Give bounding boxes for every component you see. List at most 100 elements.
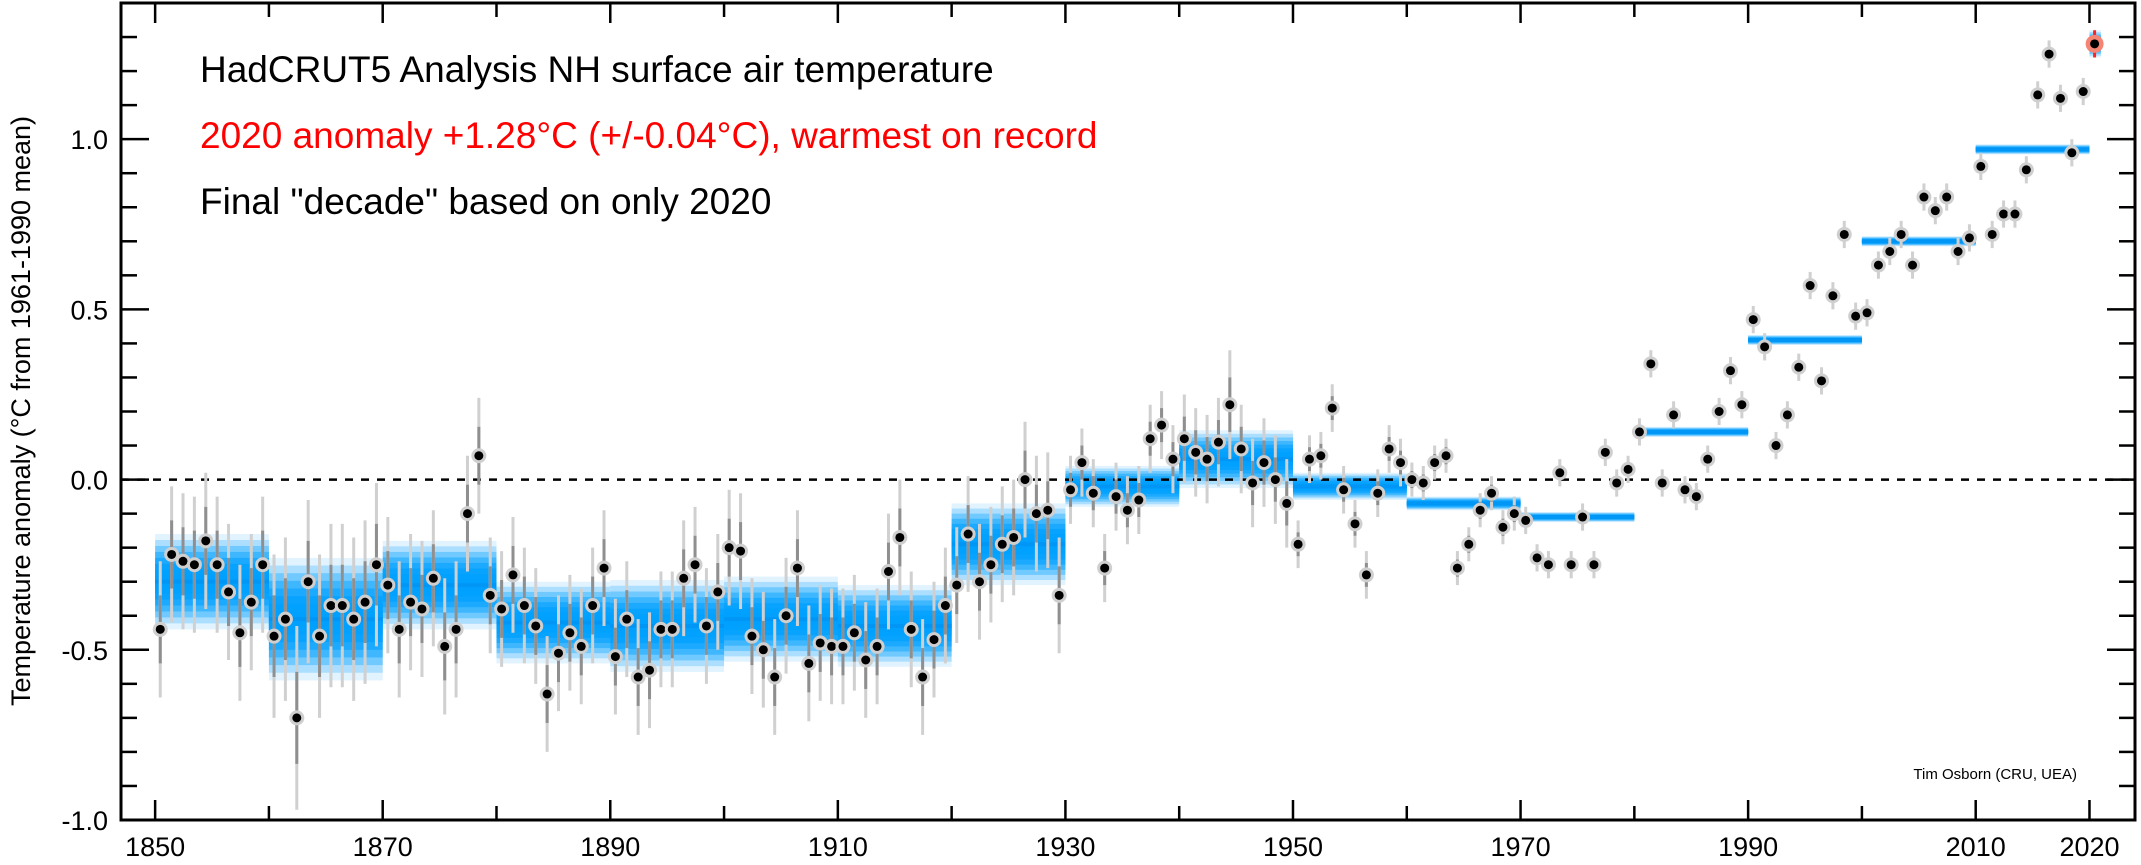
data-point: [508, 570, 518, 580]
data-point: [1600, 447, 1610, 457]
data-point: [1896, 229, 1906, 239]
annual-point-1959: [1393, 438, 1409, 487]
data-point: [1999, 209, 2009, 219]
annual-point-1946: [1245, 438, 1261, 528]
data-point: [1680, 485, 1690, 495]
annual-point-1976: [1586, 551, 1602, 579]
data-point: [1487, 488, 1497, 498]
data-point: [747, 631, 757, 641]
annual-point-2001: [1870, 251, 1886, 279]
annual-point-1930: [1063, 455, 1079, 524]
data-point: [1304, 454, 1314, 464]
data-point: [2044, 49, 2054, 59]
decade-band-center: [496, 620, 611, 625]
data-point: [1168, 454, 1178, 464]
data-point: [360, 597, 370, 607]
annual-point-1961: [1415, 465, 1431, 501]
data-point: [940, 601, 950, 611]
data-point: [1452, 563, 1462, 573]
data-point: [1976, 161, 1986, 171]
data-point: [292, 713, 302, 723]
annual-point-1919: [937, 547, 953, 664]
data-point: [1111, 492, 1121, 502]
y-tick-label: 0.5: [70, 295, 108, 325]
annual-point-1858: [243, 534, 259, 671]
decade-band-center: [1406, 501, 1521, 506]
annual-point-1958: [1381, 425, 1397, 473]
data-point: [224, 587, 234, 597]
data-point: [588, 601, 598, 611]
annual-point-1892: [630, 619, 646, 735]
data-point: [895, 532, 905, 542]
title-line-2: 2020 anomaly +1.28°C (+/-0.04°C), warmes…: [200, 115, 1097, 156]
data-point: [610, 652, 620, 662]
data-point: [451, 624, 461, 634]
annual-point-1897: [687, 506, 703, 623]
y-tick-labels: -1.0 -0.5 0.0 0.5 1.0: [61, 125, 108, 836]
data-point: [2055, 93, 2065, 103]
annual-point-2007: [1939, 183, 1955, 211]
annual-point-1910: [835, 588, 851, 705]
annual-point-1988: [1722, 357, 1738, 385]
annual-point-1864: [312, 554, 328, 718]
decade-band-center: [1748, 338, 1862, 343]
annual-point-2013: [2007, 200, 2023, 228]
data-point: [1828, 291, 1838, 301]
annual-point-1865: [323, 523, 339, 688]
data-point: [1464, 539, 1474, 549]
annual-point-1857: [232, 564, 248, 701]
annual-point-1987: [1711, 397, 1727, 426]
data-point: [315, 631, 325, 641]
annual-point-1923: [983, 506, 999, 623]
annual-point-1908: [812, 585, 828, 701]
data-point: [1361, 570, 1371, 580]
annual-point-1882: [516, 547, 532, 664]
data-point: [258, 560, 268, 570]
data-point: [1885, 247, 1895, 257]
data-point: [986, 560, 996, 570]
x-tick-label: 2020: [2059, 832, 2119, 862]
data-point: [565, 628, 575, 638]
data-point: [440, 641, 450, 651]
data-point: [667, 624, 677, 634]
data-point: [1919, 192, 1929, 202]
data-point: [1122, 505, 1132, 515]
data-point: [1373, 488, 1383, 498]
x-tick-label: 2010: [1946, 832, 2006, 862]
data-point: [1441, 451, 1451, 461]
data-point: [701, 621, 711, 631]
data-point: [1612, 478, 1622, 488]
data-point: [1498, 522, 1508, 532]
decade-band-center: [268, 617, 383, 622]
annual-point-1885: [551, 595, 567, 712]
data-point: [1794, 362, 1804, 372]
data-point: [1350, 519, 1360, 529]
data-point: [155, 624, 165, 634]
annual-point-1886: [562, 574, 578, 691]
annual-point-2004: [1905, 251, 1921, 279]
decade-band-center: [1179, 457, 1293, 462]
annual-point-1973: [1552, 459, 1568, 487]
annual-point-1887: [573, 588, 589, 705]
annual-point-1852: [175, 493, 191, 630]
data-point: [1634, 427, 1644, 437]
annual-point-1968: [1495, 510, 1511, 545]
data-point: [1942, 192, 1952, 202]
annual-point-1994: [1791, 353, 1807, 381]
credit-label: Tim Osborn (CRU, UEA): [1913, 766, 2077, 783]
annual-point-2005: [1916, 183, 1932, 211]
data-point: [1930, 206, 1940, 216]
data-point: [918, 672, 928, 682]
data-point: [770, 672, 780, 682]
data-point: [1862, 308, 1872, 318]
data-point: [1327, 403, 1337, 413]
annual-point-1977: [1597, 438, 1613, 466]
annual-point-1872: [403, 534, 419, 671]
data-point: [1760, 342, 1770, 352]
annual-point-1953: [1324, 384, 1340, 432]
annual-point-1866: [334, 523, 350, 688]
data-point: [1236, 444, 1246, 454]
annual-point-1981: [1643, 350, 1659, 378]
annual-point-1965: [1461, 527, 1477, 562]
